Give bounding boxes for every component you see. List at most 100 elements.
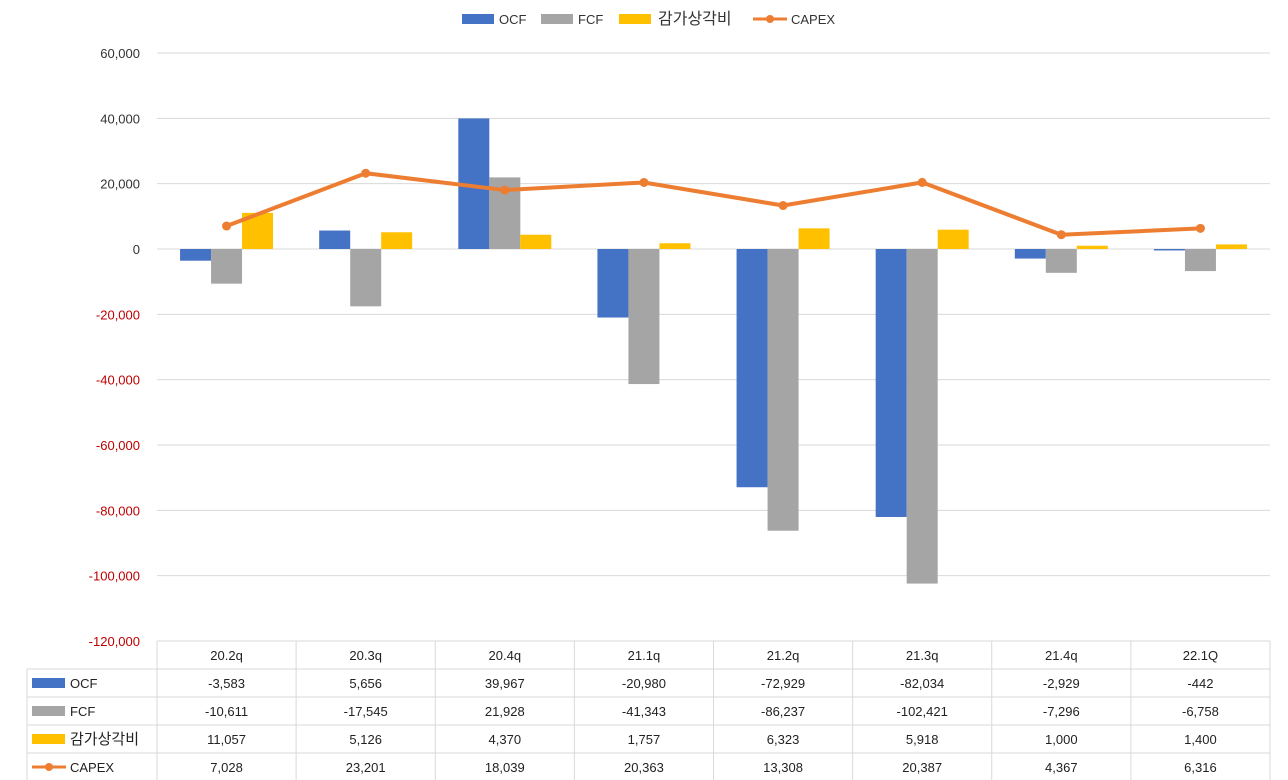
- table-row-label-ocf: OCF: [70, 676, 98, 691]
- bar-fcf-20-2q: [211, 249, 243, 284]
- bar-fcf-20-3q: [350, 249, 382, 307]
- legend-label-depreciation: 감가상각비: [658, 10, 732, 28]
- y-tick-label: 20,000: [100, 177, 140, 192]
- table-cell-depreciation-20-4q: 4,370: [489, 732, 522, 747]
- y-tick-label: -40,000: [96, 373, 140, 388]
- data-table: 20.2q 20.3q 20.4q 21.1q 21.2q 21.3q 21.4q 22.1Q…: [26, 640, 1271, 780]
- capex-point-21-1q: [639, 177, 649, 187]
- table-cell-depreciation-21-1q: 1,757: [628, 732, 661, 747]
- table-cell-fcf-20-2q: -10,611: [205, 704, 248, 719]
- category-label-22-1q: 22.1Q: [1183, 648, 1218, 663]
- bar-fcf-21-4q: [1045, 249, 1077, 273]
- table-cell-ocf-21-3q: -82,034: [900, 676, 944, 691]
- table-cell-ocf-22-1q: -442: [1187, 676, 1213, 691]
- capex-point-21-3q: [917, 177, 927, 187]
- bar-depreciation-21-1q: [659, 243, 691, 249]
- table-cell-depreciation-22-1q: 1,400: [1184, 732, 1217, 747]
- table-cell-fcf-22-1q: -6,758: [1182, 704, 1219, 719]
- category-label-20-2q: 20.2q: [210, 648, 243, 663]
- bar-fcf-22-1q: [1184, 249, 1216, 272]
- table-key-fcf: [32, 706, 65, 716]
- capex-series-line: [225, 171, 1201, 237]
- table-cell-depreciation-21-3q: 5,918: [906, 732, 939, 747]
- category-label-21-1q: 21.1q: [628, 648, 661, 663]
- table-cell-depreciation-20-2q: 11,057: [207, 732, 246, 747]
- legend-swatch-ocf: [462, 14, 494, 24]
- bar-depreciation-21-4q: [1076, 245, 1108, 249]
- capex-point-20-2q: [222, 221, 232, 231]
- bar-ocf-21-1q: [597, 249, 629, 318]
- legend-swatch-fcf: [541, 14, 573, 24]
- table-cell-capex-21-3q: 20,387: [902, 760, 942, 775]
- table-cell-capex-21-1q: 20,363: [624, 760, 664, 775]
- table-cell-depreciation-20-3q: 5,126: [349, 732, 382, 747]
- table-cell-fcf-21-4q: -7,296: [1043, 704, 1080, 719]
- y-tick-label: -60,000: [96, 438, 140, 453]
- table-cell-fcf-21-3q: -102,421: [897, 704, 948, 719]
- bar-ocf-21-2q: [736, 249, 768, 488]
- bar-fcf-21-1q: [628, 249, 660, 385]
- table-cell-fcf-20-3q: -17,545: [344, 704, 388, 719]
- table-cell-fcf-21-2q: -86,237: [761, 704, 805, 719]
- y-tick-label: 40,000: [100, 111, 140, 126]
- table-cell-fcf-20-4q: 21,928: [485, 704, 525, 719]
- bar-depreciation-21-2q: [798, 228, 830, 249]
- table-cell-ocf-20-4q: 39,967: [485, 676, 525, 691]
- bar-depreciation-20-3q: [381, 232, 413, 249]
- table-cell-capex-20-2q: 7,028: [210, 760, 243, 775]
- bar-ocf-21-3q: [875, 249, 907, 517]
- table-cell-capex-20-4q: 18,039: [485, 760, 525, 775]
- table-cell-capex-21-4q: 4,367: [1045, 760, 1078, 775]
- legend-label-fcf: FCF: [578, 12, 603, 27]
- legend: OCF FCF 감가상각비 CAPEX: [462, 10, 835, 28]
- bar-depreciation-22-1q: [1215, 244, 1247, 249]
- bar-ocf-22-1q: [1153, 249, 1185, 251]
- table-cell-fcf-21-1q: -41,343: [622, 704, 666, 719]
- capex-point-21-2q: [778, 201, 788, 211]
- y-tick-label: 0: [133, 242, 140, 257]
- table-cell-capex-22-1q: 6,316: [1184, 760, 1217, 775]
- bar-ocf-21-4q: [1014, 249, 1046, 259]
- legend-label-ocf: OCF: [499, 12, 527, 27]
- bar-depreciation-21-3q: [937, 229, 969, 249]
- table-key-marker-capex: [45, 763, 53, 771]
- bar-depreciation-20-4q: [520, 234, 552, 249]
- y-tick-label: 60,000: [100, 46, 140, 61]
- table-cell-ocf-21-2q: -72,929: [761, 676, 805, 691]
- bars: [180, 118, 1247, 584]
- table-cell-ocf-20-2q: -3,583: [208, 676, 245, 691]
- table-cell-ocf-21-1q: -20,980: [622, 676, 666, 691]
- table-key-ocf: [32, 678, 65, 688]
- table-cell-capex-20-3q: 23,201: [346, 760, 386, 775]
- table-cell-depreciation-21-4q: 1,000: [1045, 732, 1078, 747]
- table-row-label-depreciation: 감가상각비: [70, 731, 139, 748]
- y-tick-label: -80,000: [96, 503, 140, 518]
- capex-point-21-4q: [1056, 230, 1066, 240]
- capex-point-22-1q: [1195, 223, 1205, 233]
- y-tick-label: -120,000: [89, 634, 140, 649]
- capex-line: [222, 168, 1205, 240]
- y-tick-label: -100,000: [89, 569, 140, 584]
- table-cell-depreciation-21-2q: 6,323: [767, 732, 800, 747]
- table-cell-capex-21-2q: 13,308: [763, 760, 803, 775]
- table-cell-ocf-21-4q: -2,929: [1043, 676, 1080, 691]
- gridlines: [157, 52, 1270, 577]
- legend-swatch-depreciation: [619, 14, 651, 24]
- capex-point-20-4q: [500, 185, 510, 195]
- y-tick-label: -20,000: [96, 307, 140, 322]
- capex-point-20-3q: [361, 168, 371, 178]
- y-axis: 60,000 40,000 20,000 0 -20,000 -40,000 -60,000…: [89, 46, 140, 649]
- bar-ocf-20-3q: [319, 230, 351, 249]
- table-row-label-fcf: FCF: [70, 704, 95, 719]
- bar-fcf-21-2q: [767, 249, 799, 531]
- category-label-20-3q: 20.3q: [349, 648, 382, 663]
- category-label-21-4q: 21.4q: [1045, 648, 1078, 663]
- legend-marker-capex: [766, 15, 774, 23]
- bar-fcf-21-3q: [906, 249, 938, 584]
- table-key-depreciation: [32, 734, 65, 744]
- bar-ocf-20-2q: [180, 249, 212, 261]
- category-label-21-3q: 21.3q: [906, 648, 939, 663]
- legend-label-capex: CAPEX: [791, 12, 835, 27]
- category-label-20-4q: 20.4q: [489, 648, 522, 663]
